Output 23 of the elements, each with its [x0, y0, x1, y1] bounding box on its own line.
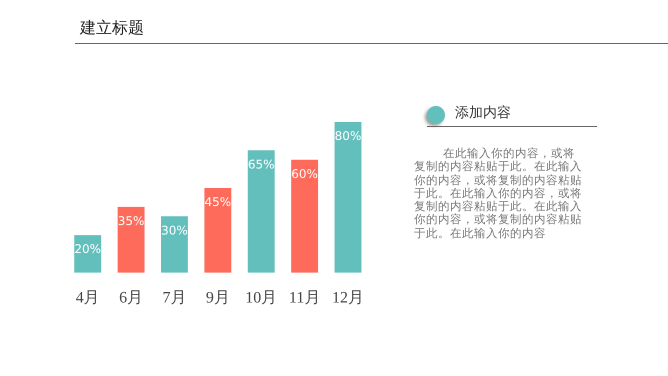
x-tick-label: 6月	[119, 290, 144, 307]
bar	[204, 188, 232, 273]
data-label: 35%	[118, 214, 144, 228]
data-label: 65%	[248, 157, 275, 172]
data-label: 20%	[74, 242, 102, 256]
bar	[291, 160, 318, 273]
x-tick-label: 10月	[245, 290, 278, 307]
data-label: 45%	[204, 195, 232, 210]
data-label: 80%	[334, 129, 362, 144]
bar	[248, 150, 275, 273]
bar	[118, 206, 145, 273]
x-tick-label: 9月	[206, 290, 230, 307]
x-tick-label: 12月	[332, 290, 364, 307]
x-tick-label: 7月	[162, 290, 186, 307]
data-label: 60%	[291, 166, 318, 181]
x-tick-label: 11月	[288, 290, 320, 307]
text: 添加内容	[427, 104, 597, 127]
data-label: 30%	[161, 223, 188, 238]
bar	[334, 122, 362, 273]
chart-title: 建立标题	[75, 18, 668, 44]
x-tick-label: 4月	[76, 290, 100, 307]
text: 在此输入你的内容，或将复制的内容粘贴于此。在此输入你的内容，或将复制的内容粘贴于此。在此输入你的内容，或将复制的内容粘贴于此。在此输入你的内容，或将复制的内容粘贴于此。在此输入你的内容	[414, 146, 583, 240]
bar	[161, 216, 188, 273]
